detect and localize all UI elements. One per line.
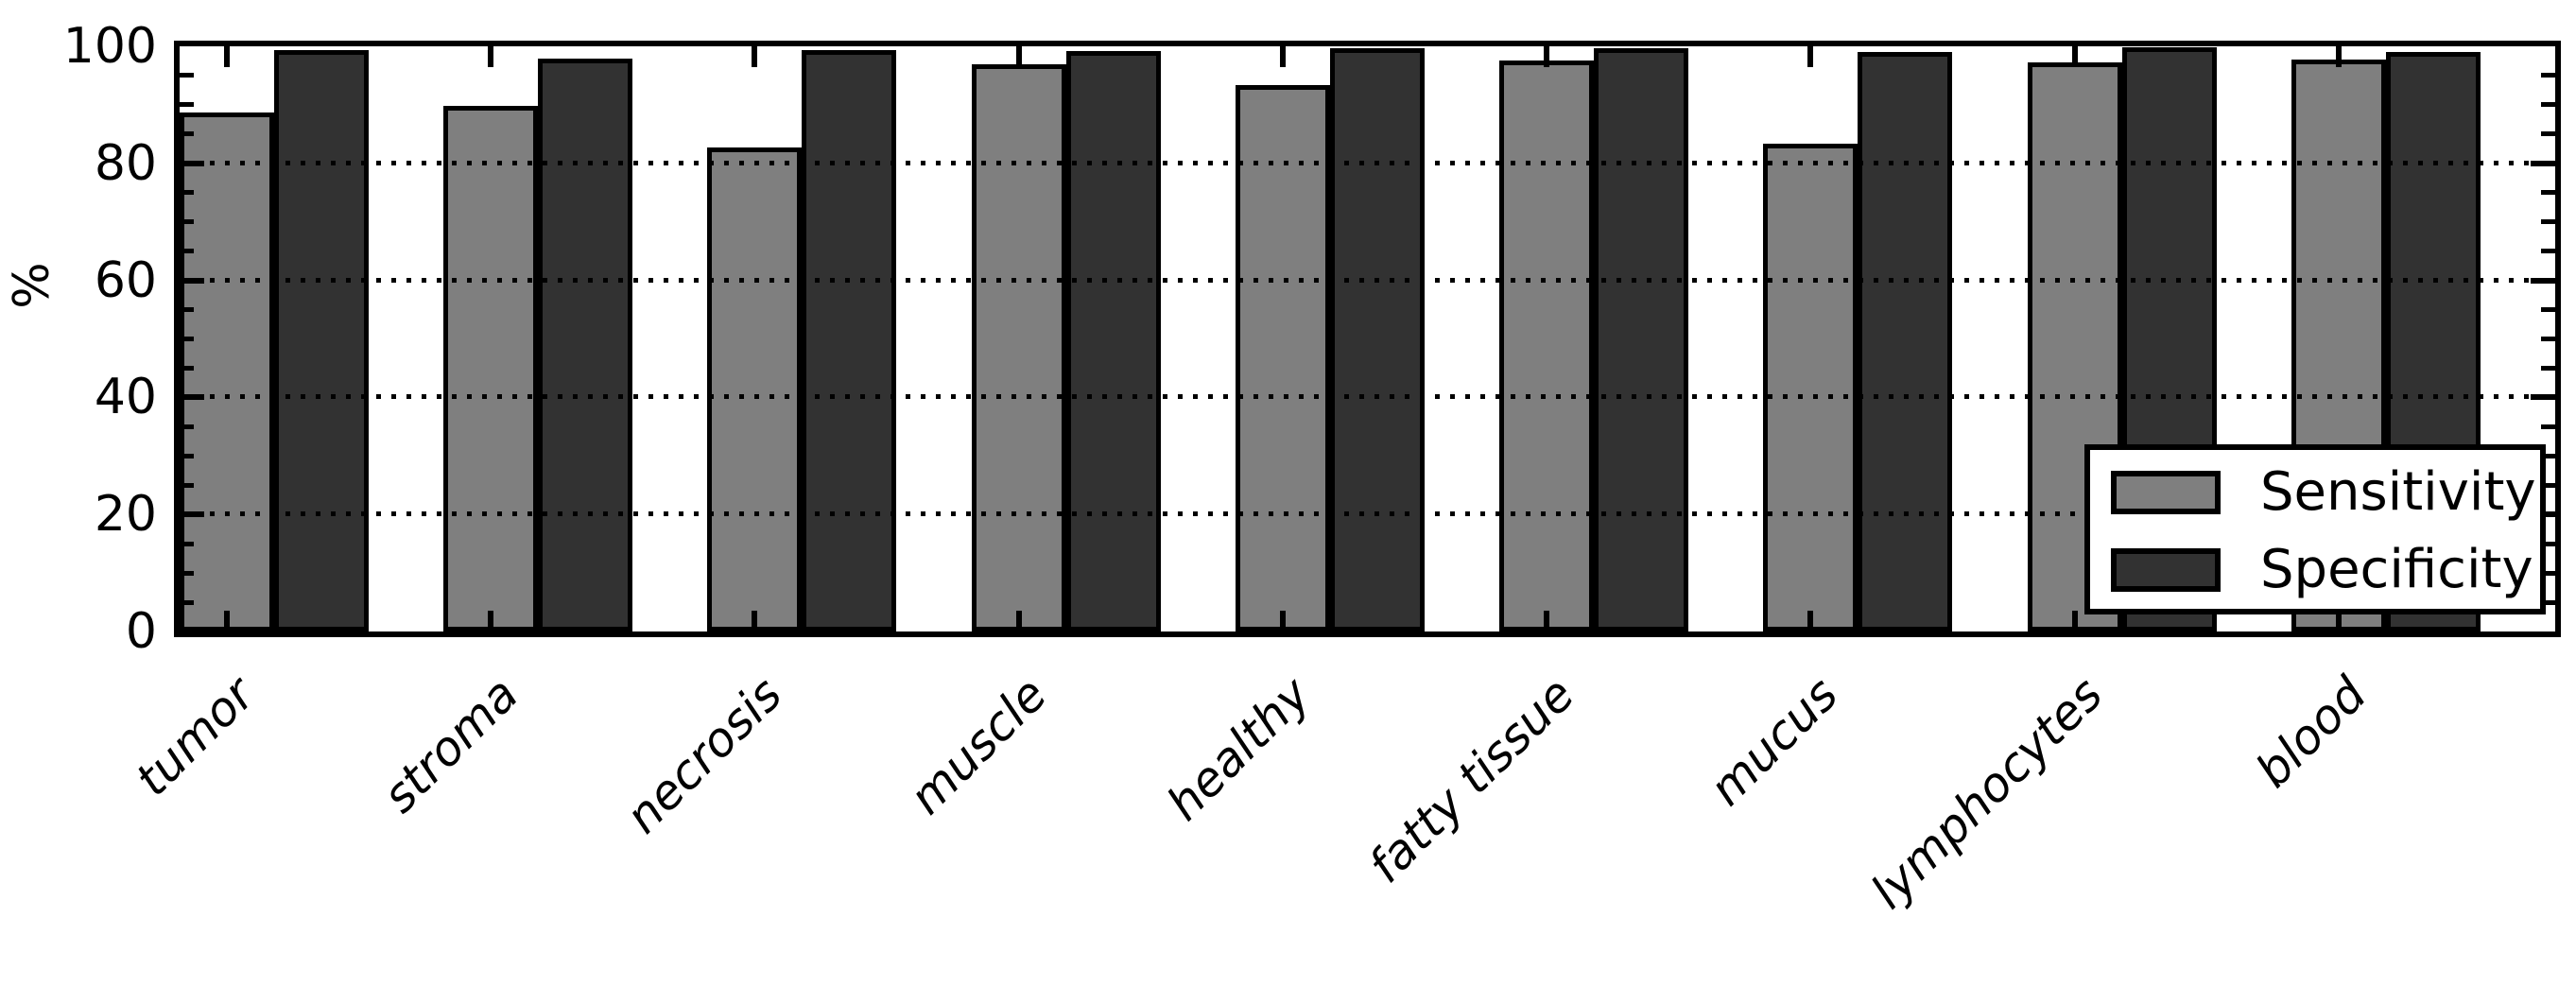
gridline-20 [180,511,2555,517]
bar-sensitivity-tumor [180,112,274,631]
x-tick-label-stroma: stroma [372,666,529,823]
x-tick-label-fatty-tissue: fatty tissue [1357,666,1585,893]
x-tick-label-blood: blood [2245,666,2377,799]
x-tick-lymphocytes-top [2071,46,2078,67]
y-tick-minor-70-right [2541,219,2555,225]
y-tick-major-20-left [180,511,204,518]
y-tick-major-80-left [180,160,204,166]
y-tick-minor-55-left [180,307,194,313]
x-tick-muscle-bottom [1015,611,1022,631]
legend-swatch-sensitivity [2111,471,2221,514]
legend-label-sensitivity: Sensitivity [2260,461,2536,523]
x-tick-blood-bottom [2335,611,2342,631]
y-tick-minor-30-left [180,453,194,458]
y-tick-minor-90-right [2541,102,2555,108]
y-tick-minor-30-right [2541,453,2555,458]
gridline-40 [180,394,2555,400]
y-tick-minor-95-right [2541,73,2555,78]
y-tick-minor-5-left [180,599,194,605]
x-tick-stroma-bottom [488,611,494,631]
y-tick-major-40-left [180,394,204,401]
bar-specificity-muscle [1065,50,1161,631]
y-tick-minor-50-left [180,337,194,341]
gridline-80 [180,160,2555,165]
y-tick-minor-10-right [2541,570,2555,576]
bar-specificity-tumor [274,49,369,631]
x-tick-label-muscle: muscle [898,666,1057,825]
y-tick-minor-50-right [2541,337,2555,341]
legend-label-specificity: Specificity [2260,539,2533,600]
bar-sensitivity-fatty-tissue [1499,60,1595,631]
y-tick-minor-85-left [180,131,194,137]
y-tick-minor-95-left [180,73,194,78]
y-tick-minor-15-left [180,541,194,546]
bar-sensitivity-muscle [971,63,1066,631]
x-tick-label-healthy: healthy [1156,666,1322,832]
legend-swatch-specificity [2111,548,2221,592]
y-tick-minor-90-left [180,102,194,108]
x-tick-blood-top [2335,46,2342,67]
y-tick-minor-75-left [180,190,194,196]
y-tick-label-20: 20 [94,486,157,544]
x-tick-healthy-bottom [1279,611,1286,631]
y-tick-minor-65-left [180,249,194,254]
y-tick-major-60-right [2531,277,2555,284]
bar-specificity-mucus [1858,51,1953,631]
y-tick-major-40-right [2531,394,2555,401]
x-tick-necrosis-top [752,46,758,67]
y-tick-minor-35-left [180,424,194,429]
y-tick-minor-70-left [180,219,194,225]
y-tick-label-0: 0 [125,603,157,660]
y-tick-minor-10-left [180,570,194,576]
legend: Sensitivity Specificity [2084,444,2546,614]
y-tick-minor-45-left [180,365,194,371]
gridline-60 [180,277,2555,283]
x-tick-tumor-bottom [224,611,230,631]
bar-sensitivity-stroma [443,106,539,631]
bar-sensitivity-healthy [1235,84,1330,631]
x-tick-fatty-tissue-top [1544,46,1550,67]
x-tick-muscle-top [1015,46,1022,67]
x-tick-label-necrosis: necrosis [615,666,793,844]
x-tick-fatty-tissue-bottom [1544,611,1550,631]
y-tick-label-100: 100 [62,18,157,75]
x-tick-label-mucus: mucus [1699,666,1849,817]
y-tick-minor-25-right [2541,482,2555,488]
y-tick-label-60: 60 [94,251,157,309]
y-tick-minor-75-right [2541,190,2555,196]
y-tick-minor-15-right [2541,541,2555,546]
y-tick-minor-55-right [2541,307,2555,313]
y-tick-label-80: 80 [94,134,157,192]
bar-sensitivity-necrosis [707,147,803,631]
y-tick-major-80-right [2531,160,2555,166]
x-tick-label-lymphocytes: lymphocytes [1859,666,2113,920]
x-tick-stroma-top [488,46,494,67]
bar-specificity-stroma [538,59,633,631]
bar-specificity-healthy [1329,47,1425,631]
y-tick-minor-45-right [2541,365,2555,371]
x-tick-healthy-top [1279,46,1286,67]
y-tick-minor-25-left [180,482,194,488]
x-tick-mucus-top [1807,46,1814,67]
legend-row-specificity: Specificity [2090,537,2540,603]
y-tick-minor-5-right [2541,599,2555,605]
y-tick-major-60-left [180,277,204,284]
y-tick-minor-35-right [2541,424,2555,429]
x-tick-tumor-top [224,46,230,67]
x-tick-lymphocytes-bottom [2071,611,2078,631]
y-tick-minor-85-right [2541,131,2555,137]
bar-specificity-fatty-tissue [1594,47,1689,631]
y-tick-minor-65-right [2541,249,2555,254]
bar-chart: % 0 20 40 60 80 100 tumor stroma necrosis muscle… [4,18,2561,920]
bar-sensitivity-mucus [1763,143,1859,631]
x-tick-necrosis-bottom [752,611,758,631]
legend-row-sensitivity: Sensitivity [2090,459,2540,526]
bar-specificity-necrosis [802,49,897,631]
y-tick-label-40: 40 [94,369,157,426]
x-tick-mucus-bottom [1807,611,1814,631]
